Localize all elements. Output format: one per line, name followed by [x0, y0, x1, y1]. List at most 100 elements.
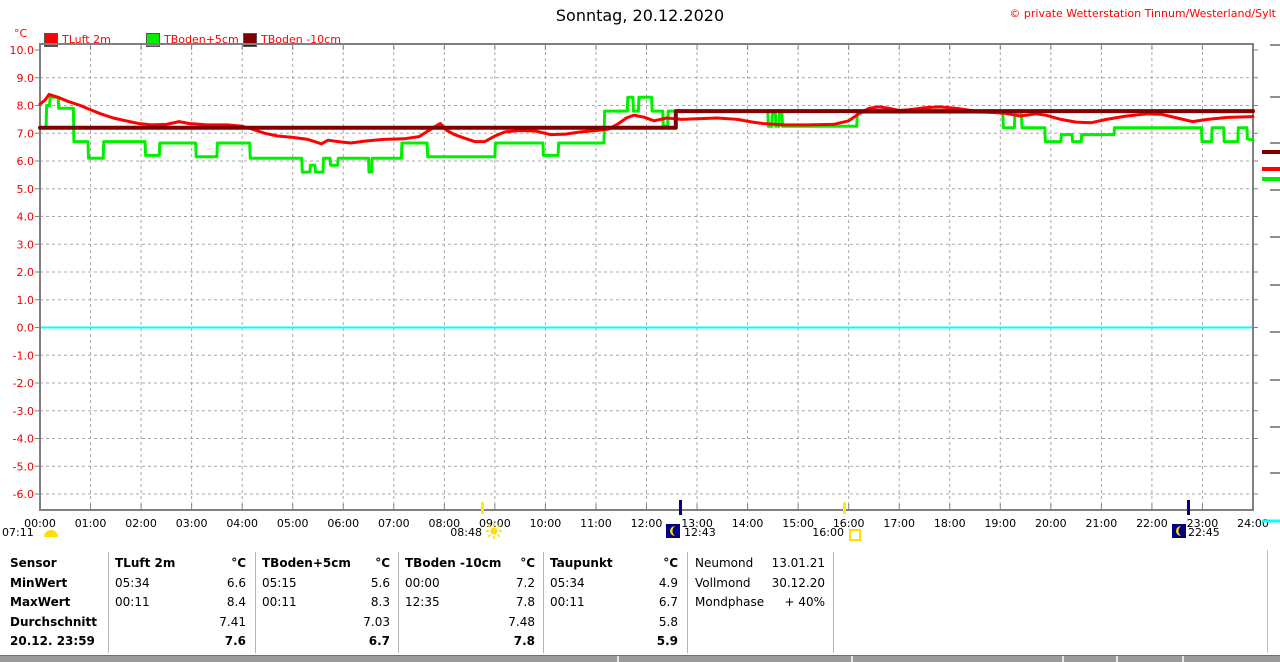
sensor-unit: °C: [375, 556, 390, 570]
y-axis-tick-label: -1.0: [13, 349, 34, 362]
sensor-column-tluft: TLuft 2m °C 05:34 6.6 00:11 8.4 7.41 7.6: [115, 554, 246, 652]
x-axis-tick-label: 08:00: [428, 517, 460, 530]
max-time: 12:35: [405, 595, 440, 609]
plot-border: [39, 43, 1254, 511]
sensor-name: TLuft 2m: [115, 556, 176, 570]
max-value: 6.7: [658, 595, 678, 609]
avg-value: 7.03: [363, 614, 390, 629]
sensor-name: TBoden+5cm: [262, 556, 351, 570]
x-axis-tick-label: 21:00: [1086, 517, 1118, 530]
row-label-maxwert: MaxWert: [10, 595, 71, 609]
moonrise-tick: [679, 500, 682, 515]
x-axis-tick-label: 04:00: [226, 517, 258, 530]
row-label-minwert: MinWert: [10, 575, 68, 590]
y-axis-unit-label: °C: [14, 27, 28, 40]
statusbar-divider: [1182, 656, 1184, 662]
statusbar-divider: [851, 656, 853, 662]
y-axis-tick-label: 6.0: [17, 155, 35, 168]
avg-value: 5.8: [658, 614, 678, 629]
row-label-timestamp: 20.12. 23:59: [10, 634, 95, 648]
x-axis-tick-label: 23:00: [1187, 517, 1219, 530]
bottom-statusbar: [0, 655, 1280, 662]
sensor-unit: °C: [520, 556, 535, 570]
max-time: 00:11: [262, 595, 297, 609]
series-line-tboden-10cm: [38, 109, 1255, 130]
legend-label: TLuft 2m: [62, 33, 111, 46]
x-axis-tick-label: 03:00: [176, 517, 208, 530]
x-axis-tick-label: 16:00: [833, 517, 865, 530]
y-axis-tick-label: 1.0: [17, 294, 35, 307]
last-value: 7.6: [224, 634, 246, 648]
x-axis-tick-label: 17:00: [883, 517, 915, 530]
sensor-name: TBoden -10cm: [405, 556, 502, 570]
sensor-column-tboden5: TBoden+5cm °C 05:15 5.6 00:11 8.3 7.03 6.7: [262, 554, 390, 652]
table-separator: [108, 552, 109, 653]
moon-label: Neumond: [695, 556, 754, 570]
moon-set-icon: [1172, 524, 1186, 538]
moon-value: 13.01.21: [771, 556, 825, 570]
sun-icon: [486, 523, 502, 539]
y-axis-tick-label: 0.0: [17, 322, 35, 335]
max-value: 7.8: [515, 595, 535, 609]
x-axis-tick-label: 24:00: [1237, 517, 1269, 530]
y-axis-tick-label: 10.0: [10, 44, 35, 57]
y-axis-tick-label: 4.0: [17, 211, 35, 224]
y-axis-tick-label: -3.0: [13, 405, 34, 418]
min-value: 6.6: [226, 575, 246, 590]
y-axis-tick-label: 3.0: [17, 238, 35, 251]
x-axis-tick-label: 15:00: [782, 517, 814, 530]
twilight-time-label: 07:11: [2, 526, 34, 539]
series-line-tboden-5cm: [38, 95, 1255, 174]
last-value: 6.7: [368, 634, 390, 648]
y-axis-tick-label: 9.0: [17, 72, 35, 85]
moon-value: 30.12.20: [771, 575, 825, 590]
x-axis-tick-label: 14:00: [732, 517, 764, 530]
x-axis-tick-label: 12:00: [631, 517, 663, 530]
avg-value: 7.48: [508, 614, 535, 629]
moonset-tick: [1187, 500, 1190, 515]
max-time: 00:11: [550, 595, 585, 609]
avg-value: 7.41: [219, 614, 246, 629]
min-time: 05:34: [115, 575, 150, 590]
max-value: 8.3: [370, 595, 390, 609]
y-axis-tick-label: 7.0: [17, 127, 35, 140]
moon-rise-icon: [666, 524, 680, 538]
temperature-line-chart: 00:00 01:00 02:00 03:00 04:00 05:00 06:00 07:00…: [10, 43, 1280, 530]
x-axis-tick-label: 20:00: [1035, 517, 1067, 530]
min-value: 7.2: [515, 575, 535, 590]
sun-rise-icon: [44, 530, 58, 537]
y-axis-tick-label: 8.0: [17, 100, 35, 113]
table-separator: [255, 552, 256, 653]
x-axis-tick-label: 19:00: [984, 517, 1016, 530]
stats-row-labels: Sensor MinWert MaxWert Durchschnitt 20.1…: [10, 554, 97, 652]
page-title: Sonntag, 20.12.2020: [555, 6, 725, 25]
sensor-column-taupunkt: Taupunkt °C 05:34 4.9 00:11 6.7 5.8 5.9: [550, 554, 678, 652]
row-label-durchschnitt: Durchschnitt: [10, 614, 98, 629]
max-time: 00:11: [115, 595, 150, 609]
max-value: 8.4: [226, 595, 246, 609]
x-axis-tick-label: 00:00: [24, 517, 56, 530]
sunset-tick: [843, 502, 846, 514]
copyright-note: © private Wetterstation Tinnum/Westerlan…: [1009, 7, 1276, 20]
y-axis-tick-label: 2.0: [17, 266, 35, 279]
sensor-unit: °C: [231, 556, 246, 570]
row-label-sensor: Sensor: [10, 556, 57, 570]
x-axis-tick-label: 11:00: [580, 517, 612, 530]
min-value: 5.6: [370, 575, 390, 590]
moon-label: Mondphase: [695, 595, 765, 609]
sun-below-horizon-icon: [849, 529, 861, 541]
x-axis-tick-label: 07:00: [378, 517, 410, 530]
last-value: 5.9: [656, 634, 678, 648]
x-axis-tick-label: 13:00: [681, 517, 713, 530]
sensor-unit: °C: [663, 556, 678, 570]
sensor-column-tboden10: TBoden -10cm °C 00:00 7.2 12:35 7.8 7.48 7.…: [405, 554, 535, 652]
right-panel-border: [1267, 550, 1268, 653]
min-time: 00:00: [405, 575, 440, 590]
y-axis-tick-label: -2.0: [13, 377, 34, 390]
moon-label: Vollmond: [695, 575, 751, 590]
x-axis-tick-label: 02:00: [125, 517, 157, 530]
sensor-name: Taupunkt: [550, 556, 613, 570]
statusbar-divider: [1062, 656, 1064, 662]
x-axis-tick-label: 10:00: [530, 517, 562, 530]
